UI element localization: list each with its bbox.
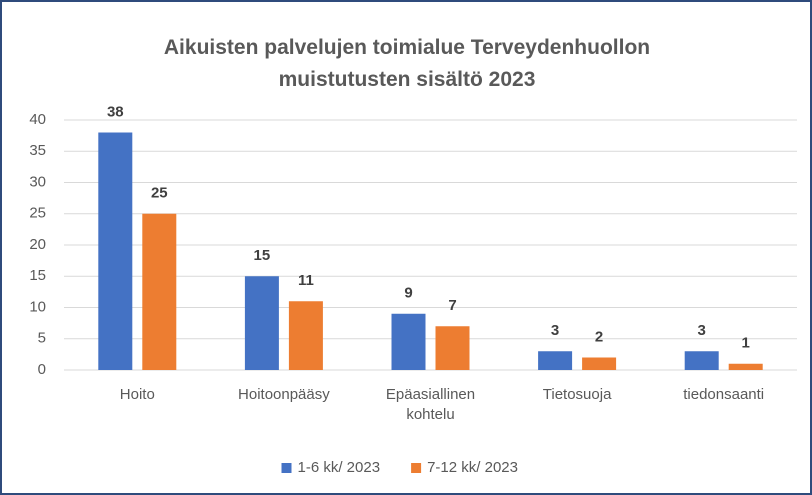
- y-tick-label: 5: [38, 330, 46, 347]
- bar: [582, 357, 617, 370]
- y-tick-label: 15: [29, 267, 46, 284]
- bar: [538, 351, 573, 370]
- data-label: 25: [151, 185, 168, 202]
- legend-swatch: [411, 463, 422, 473]
- bar: [435, 326, 470, 370]
- bar: [244, 276, 279, 370]
- data-label: 38: [107, 103, 124, 120]
- y-tick-label: 35: [29, 142, 46, 159]
- bar: [288, 301, 323, 370]
- bar: [142, 213, 177, 370]
- legend-label: 7-12 kk/ 2023: [427, 459, 518, 476]
- chart-title: Aikuisten palvelujen toimialue Terveyden…: [163, 36, 651, 91]
- legend-label: 1-6 kk/ 2023: [298, 459, 381, 476]
- data-label: 1: [742, 335, 750, 352]
- data-label: 15: [254, 247, 271, 264]
- y-tick-label: 10: [29, 298, 46, 315]
- x-tick-label: Hoito: [119, 386, 155, 403]
- y-tick-label: 30: [29, 173, 46, 190]
- data-label: 7: [448, 297, 456, 314]
- data-label: 3: [698, 322, 706, 339]
- bar: [728, 363, 763, 370]
- x-tick-label: Hoitoonpääsy: [238, 386, 330, 403]
- y-tick-label: 40: [29, 111, 46, 128]
- y-tick-label: 20: [29, 236, 46, 253]
- x-tick-label: Tietosuoja: [542, 386, 612, 403]
- bar: [98, 132, 133, 370]
- bar: [684, 351, 719, 370]
- bar: [391, 313, 426, 370]
- data-label: 2: [595, 328, 603, 345]
- x-tick-label: tiedonsaanti: [683, 386, 765, 403]
- data-label: 9: [404, 285, 412, 302]
- legend-swatch: [281, 463, 292, 473]
- data-label: 11: [298, 272, 314, 289]
- x-tick-label: Epäasiallinen kohtelu: [385, 386, 476, 423]
- y-tick-label: 25: [29, 205, 46, 222]
- y-tick-label: 0: [38, 361, 46, 378]
- data-label: 3: [551, 322, 559, 339]
